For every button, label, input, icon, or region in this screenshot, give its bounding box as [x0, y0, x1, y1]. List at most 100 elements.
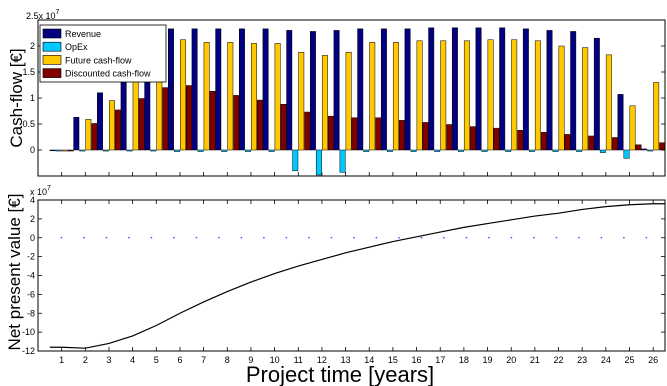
- bar-future-cash-flow-15: [392, 42, 399, 151]
- bar-opex-9: [244, 149, 251, 152]
- npv-exponent-power: 7: [47, 185, 51, 192]
- bar-future-cash-flow-14: [369, 42, 376, 151]
- bar-future-cash-flow-12: [321, 55, 328, 151]
- bar-opex-21: [528, 149, 535, 152]
- x-tick-label: 22: [554, 355, 564, 365]
- legend-swatch-revenue: [42, 28, 62, 39]
- x-tick-label: 21: [530, 355, 540, 365]
- npv-y-tick-label: -2: [27, 252, 35, 262]
- bar-opex-15: [386, 149, 393, 152]
- bar-opex-6: [174, 149, 180, 152]
- bar-future-cash-flow-26: [653, 82, 660, 151]
- bar-revenue-2: [73, 116, 80, 151]
- bar-discounted-cash-flow-23: [588, 135, 595, 151]
- bar-discounted-cash-flow-1: [67, 149, 74, 152]
- bar-revenue-14: [357, 28, 364, 151]
- bar-revenue-11: [286, 30, 293, 151]
- bar-future-cash-flow-3: [109, 100, 115, 151]
- bar-discounted-cash-flow-13: [351, 117, 358, 151]
- bar-opex-19: [481, 149, 488, 152]
- bar-revenue-22: [546, 30, 553, 151]
- bar-discounted-cash-flow-17: [446, 124, 453, 151]
- bar-revenue-20: [499, 27, 506, 151]
- x-tick-label: 20: [506, 355, 516, 365]
- x-tick-label: 7: [201, 355, 206, 365]
- bar-discounted-cash-flow-10: [280, 103, 287, 151]
- npv-exponent-base: x 10: [30, 187, 47, 197]
- bar-revenue-18: [451, 27, 458, 151]
- npv-y-tick-label: -10: [22, 327, 35, 337]
- bar-future-cash-flow-9: [250, 43, 257, 151]
- npv-y-ticks: -12 -10 -8 -6 -4 -2 0 2 4: [22, 195, 665, 356]
- x-tick-label: 19: [483, 355, 493, 365]
- bar-future-cash-flow-23: [582, 47, 589, 151]
- bar-revenue-8: [215, 28, 222, 151]
- bar-opex-1: [55, 149, 62, 152]
- bar-revenue-13: [333, 30, 340, 151]
- x-tick-label: 9: [248, 355, 253, 365]
- legend-swatch-discounted-cash-flow: [42, 68, 62, 78]
- x-tick-label: 8: [225, 355, 230, 365]
- bar-discounted-cash-flow-18: [469, 126, 476, 151]
- bar-discounted-cash-flow-4: [138, 98, 145, 151]
- bar-revenue-7: [191, 28, 198, 151]
- bar-future-cash-flow-4: [132, 77, 139, 151]
- x-tick-label: 12: [317, 355, 327, 365]
- bar-future-cash-flow-16: [416, 40, 423, 151]
- bar-discounted-cash-flow-20: [517, 129, 524, 151]
- cash-flow-y-tick-label: 0: [30, 145, 35, 155]
- bar-revenue-4: [120, 75, 127, 151]
- bar-revenue-9: [238, 28, 245, 151]
- x-tick-label: 11: [294, 355, 303, 365]
- bar-opex-16: [410, 149, 417, 152]
- npv-x-ticks: 1 2 3 4 5 6 7 8 9 10 11 12 13 14 15 16 17 18 19 20 21 22 23 24 2…: [59, 172, 658, 365]
- bar-discounted-cash-flow-19: [493, 127, 500, 151]
- bar-opex-17: [434, 149, 441, 152]
- bar-discounted-cash-flow-14: [375, 117, 382, 151]
- cash-flow-y-tick-label: 1: [30, 93, 35, 103]
- bar-revenue-10: [262, 28, 269, 151]
- x-tick-label: 18: [459, 355, 469, 365]
- bar-opex-14: [363, 149, 370, 152]
- cash-flow-exponent-base: 2.5x 10: [26, 11, 56, 21]
- x-tick-label: 5: [154, 355, 159, 365]
- bar-discounted-cash-flow-7: [209, 90, 216, 151]
- bar-revenue-12: [309, 31, 316, 151]
- bar-opex-25: [623, 149, 630, 159]
- bar-revenue-17: [428, 27, 435, 151]
- npv-exponent: x 107: [30, 185, 51, 197]
- bar-discounted-cash-flow-15: [398, 120, 405, 151]
- bar-revenue-21: [522, 28, 529, 151]
- bar-future-cash-flow-21: [534, 40, 541, 151]
- bar-future-cash-flow-20: [511, 39, 518, 151]
- bar-future-cash-flow-1: [61, 149, 68, 152]
- bar-future-cash-flow-17: [440, 40, 447, 151]
- x-tick-label: 14: [364, 355, 374, 365]
- npv-plot-frame: [37, 199, 666, 352]
- bar-opex-20: [505, 149, 512, 152]
- legend-label-discounted-cash-flow: Discounted cash-flow: [65, 69, 151, 79]
- bar-future-cash-flow-19: [487, 39, 494, 151]
- x-tick-label: 3: [106, 355, 111, 365]
- x-tick-label: 26: [648, 355, 658, 365]
- npv-y-tick-label: 0: [30, 233, 35, 243]
- bar-future-cash-flow-10: [274, 43, 281, 151]
- bar-discounted-cash-flow-9: [256, 99, 263, 151]
- bar-future-cash-flow-6: [180, 39, 186, 151]
- npv-y-tick-label: 4: [30, 195, 35, 205]
- x-tick-label: 16: [412, 355, 422, 365]
- legend-swatch-future-cash-flow: [42, 55, 62, 65]
- bar-opex-7: [197, 149, 204, 152]
- bar-discounted-cash-flow-12: [327, 115, 334, 151]
- x-tick-label: 25: [625, 355, 635, 365]
- bar-discounted-cash-flow-3: [115, 109, 121, 151]
- cash-flow-y-tick-label: 1.5: [22, 67, 35, 77]
- x-tick-label: 2: [83, 355, 88, 365]
- bar-revenue-16: [404, 28, 411, 151]
- bar-revenue-26: [641, 148, 648, 151]
- cash-flow-exponent: 2.5x 107: [26, 9, 60, 21]
- bar-future-cash-flow-13: [345, 51, 352, 151]
- bar-future-cash-flow-8: [227, 42, 234, 151]
